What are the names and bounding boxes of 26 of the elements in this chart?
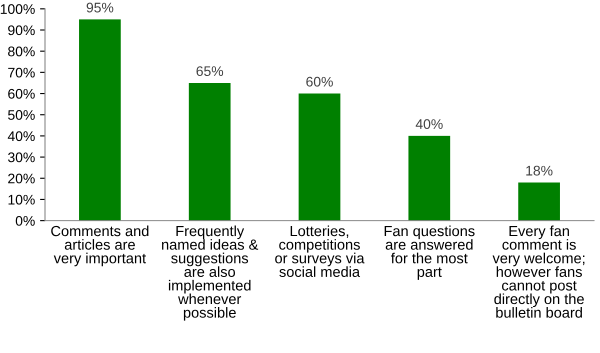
y-tick-label: 0% xyxy=(16,216,35,226)
bar xyxy=(188,82,231,221)
y-tick-label: 20% xyxy=(8,174,35,184)
y-tick-label: 70% xyxy=(8,68,35,78)
y-tick-label: 80% xyxy=(8,46,35,56)
y-tick-label: 10% xyxy=(8,194,35,205)
bar xyxy=(79,19,121,221)
y-tick-label: 60% xyxy=(8,88,35,99)
x-tick-label: Lotteries, competitions or surveys via social media xyxy=(275,225,364,277)
x-tick-label: Fan questions are answered for the most part xyxy=(384,225,475,280)
data-label: 18% xyxy=(526,166,553,176)
data-label: 65% xyxy=(196,66,224,76)
y-tick-label: 90% xyxy=(8,25,35,36)
bar xyxy=(518,182,560,221)
bar xyxy=(298,94,340,221)
x-tick-label: Every fan comment is very welcome; however fans cannot post directly on the bulletin board xyxy=(492,226,584,318)
y-tick-label: 100% xyxy=(0,4,35,14)
data-label: 40% xyxy=(416,119,443,129)
y-tick-label: 50% xyxy=(8,110,35,120)
x-tick-label: Frequently named ideas & suggestions are also implemented whenever possible xyxy=(162,225,258,321)
y-tick-label: 40% xyxy=(8,131,35,142)
y-tick-label: 30% xyxy=(8,152,35,162)
data-label: 95% xyxy=(86,2,114,13)
bar xyxy=(408,136,450,221)
data-label: 60% xyxy=(306,76,333,87)
x-tick-label: Comments and articles are very important xyxy=(51,225,148,266)
